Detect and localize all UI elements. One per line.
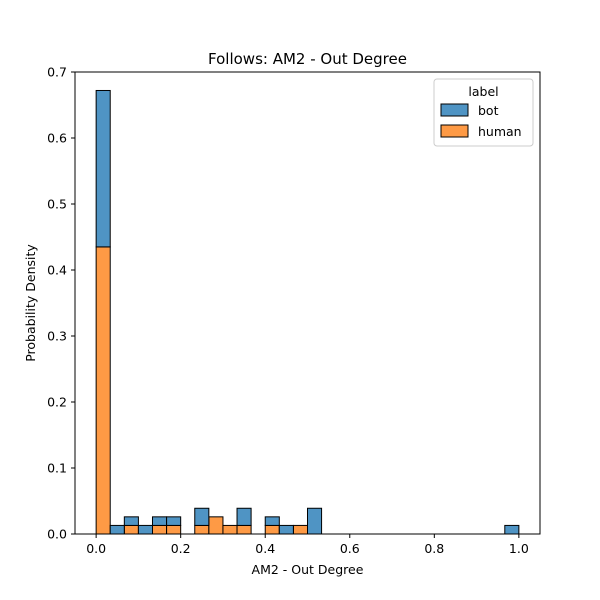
bar-bot [151,516,168,526]
bar-bot [95,89,111,248]
x-axis: 0.0 0.2 0.4 0.6 0.8 1.0 [86,534,529,556]
bar-human [292,524,309,535]
bar-human [236,524,252,535]
bar-bot [109,524,125,535]
bar-human [123,524,139,535]
x-tick-label: 0.2 [171,541,191,556]
bar-bot [166,516,182,526]
y-axis-label: Probability Density [23,244,38,362]
y-tick-label: 0.4 [47,263,67,278]
bar-human [208,516,224,535]
y-tick-label: 0.5 [47,197,67,212]
x-tick-label: 0.6 [340,541,360,556]
bar-bot [307,507,323,535]
x-axis-label: AM2 - Out Degree [252,562,364,577]
bar-bot [278,524,294,535]
x-tick-label: 1.0 [509,541,529,556]
legend: label bot human [433,78,534,147]
legend-swatch-bot [440,103,469,117]
y-axis: 0.0 0.1 0.2 0.3 0.4 0.5 0.6 0.7 [47,65,75,542]
y-tick-label: 0.7 [47,65,67,80]
bar-bot [137,524,153,535]
y-tick-label: 0.6 [47,131,67,146]
y-tick-label: 0.1 [47,461,67,476]
legend-swatch-human [440,124,469,138]
bar-bot [504,524,520,535]
bar-human [95,246,111,535]
legend-items: bot human [440,103,522,139]
bar-human [194,524,210,535]
y-tick-label: 0.3 [47,329,67,344]
x-tick-label: 0.4 [255,541,275,556]
bar-human [264,524,280,535]
plot-frame [74,71,541,535]
chart-title: Follows: AM2 - Out Degree [208,50,407,68]
bar-bot [264,516,280,526]
bar-human [166,524,182,535]
bar-human [151,524,168,535]
x-tick-label: 0.8 [424,541,444,556]
bar-bot [236,507,252,526]
x-tick-label: 0.0 [86,541,106,556]
y-tick-label: 0.2 [47,395,67,410]
legend-label-bot: bot [478,103,499,118]
legend-title: label [468,84,498,99]
legend-label-human: human [478,124,522,139]
bar-bot [194,507,210,526]
bar-human [222,524,238,535]
bar-bot [123,516,139,526]
bar-group [95,89,520,535]
y-tick-label: 0.0 [47,527,67,542]
